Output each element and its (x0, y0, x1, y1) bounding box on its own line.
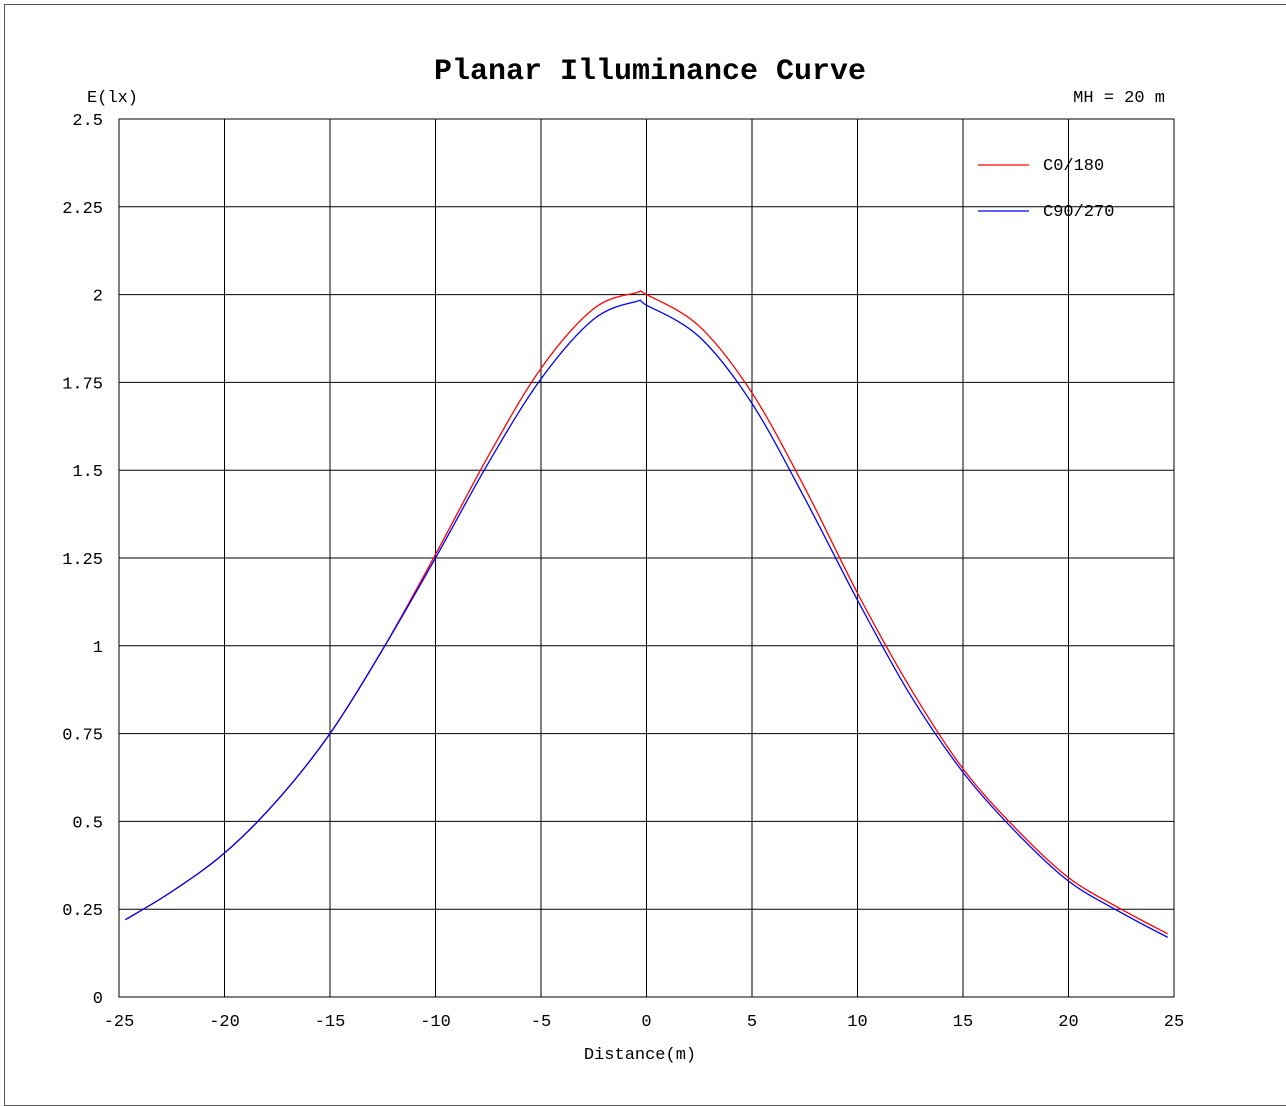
x-tick-label: 5 (747, 1013, 757, 1032)
y-tick-label: 0.75 (62, 727, 103, 746)
chart-title: Planar Illuminance Curve (434, 55, 866, 89)
x-tick-label: -15 (315, 1013, 346, 1032)
y-tick-label: 0.5 (72, 814, 103, 833)
x-tick-label: -5 (531, 1013, 551, 1032)
y-tick-label: 0.25 (62, 902, 103, 921)
chart-frame: Planar Illuminance Curve E(lx) MH = 20 m… (4, 4, 1286, 1106)
y-axis-ticks: 0 0.25 0.5 0.75 1 1.25 1.5 1.75 2 2.25 2.5 (62, 112, 103, 1009)
series-line-c90-270 (124, 299, 1168, 938)
y-tick-label: 1.75 (62, 375, 103, 394)
legend: C0/180 C90/270 (978, 157, 1114, 222)
series-lines (124, 290, 1168, 938)
grid-lines (118, 118, 1175, 998)
x-tick-label: -20 (209, 1013, 240, 1032)
legend-label: C0/180 (1043, 157, 1104, 176)
y-tick-label: 2.25 (62, 200, 103, 219)
y-tick-label: 2.5 (72, 112, 103, 131)
legend-label: C90/270 (1043, 203, 1114, 222)
x-tick-label: 0 (641, 1013, 651, 1032)
y-tick-label: 0 (93, 990, 103, 1009)
y-tick-label: 2 (93, 288, 103, 307)
x-axis-label: Distance(m) (584, 1046, 696, 1065)
x-tick-label: 10 (847, 1013, 867, 1032)
x-tick-label: 20 (1058, 1013, 1078, 1032)
x-tick-label: -25 (104, 1013, 135, 1032)
mounting-height-annotation: MH = 20 m (1073, 89, 1165, 108)
x-tick-label: 25 (1164, 1013, 1184, 1032)
y-axis-label: E(lx) (87, 89, 138, 108)
illuminance-chart: Planar Illuminance Curve E(lx) MH = 20 m… (62, 55, 1185, 1065)
y-tick-label: 1 (93, 639, 103, 658)
x-tick-label: 15 (953, 1013, 973, 1032)
x-tick-label: -10 (420, 1013, 451, 1032)
y-tick-label: 1.5 (72, 463, 103, 482)
y-tick-label: 1.25 (62, 551, 103, 570)
x-axis-ticks: -25 -20 -15 -10 -5 0 5 10 15 20 25 (104, 1013, 1185, 1032)
plot-area-border (118, 118, 1175, 998)
